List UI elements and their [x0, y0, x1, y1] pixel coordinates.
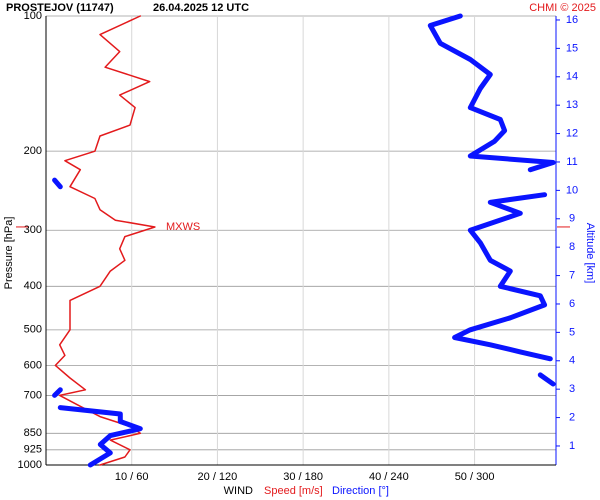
y2-tick-label: 13 — [566, 99, 578, 111]
y2-tick-label: 5 — [569, 326, 575, 338]
annotation: MXWS — [166, 221, 200, 233]
y2-tick-label: 3 — [569, 383, 575, 395]
y-tick-label: 200 — [24, 145, 42, 157]
chart-subtitle: 26.04.2025 12 UTC — [153, 2, 249, 14]
y2-tick-label: 14 — [566, 71, 578, 83]
y-tick-label: 700 — [24, 389, 42, 401]
profile-line — [52, 13, 556, 468]
legend-entry: Direction [°] — [332, 485, 389, 497]
y-tick-label: 600 — [24, 359, 42, 371]
x-axis-label: WIND — [224, 485, 253, 497]
y2-tick-label: 12 — [566, 127, 578, 139]
y2-tick-label: 10 — [566, 184, 578, 196]
x-tick-label: 10 / 60 — [115, 471, 149, 483]
source: CHMI © 2025 — [529, 2, 596, 14]
y2-tick-label: 7 — [569, 269, 575, 281]
y2-tick-label: 9 — [569, 213, 575, 225]
y-tick-label: 500 — [24, 324, 42, 336]
y-tick-label: 300 — [24, 224, 42, 236]
y2-axis-label: Altitude [km] — [584, 223, 596, 284]
y-tick-label: 400 — [24, 280, 42, 292]
y2-tick-label: 16 — [566, 14, 578, 26]
profile-line — [54, 15, 156, 466]
y2-tick-label: 1 — [569, 440, 575, 452]
x-tick-label: 50 / 300 — [455, 471, 495, 483]
y2-tick-label: 11 — [566, 156, 577, 168]
y-tick-label: 100 — [24, 10, 42, 22]
y-axis-label: Pressure [hPa] — [3, 217, 15, 290]
y-tick-label: 1000 — [18, 459, 42, 471]
x-tick-label: 40 / 240 — [369, 471, 409, 483]
legend-entry: Speed [m/s] — [264, 485, 323, 497]
y2-tick-label: 6 — [569, 298, 575, 310]
y-tick-label: 850 — [24, 427, 42, 439]
chart-title: PROSTEJOV (11747) — [6, 2, 114, 14]
x-tick-label: 20 / 120 — [198, 471, 238, 483]
y2-tick-label: 15 — [566, 42, 578, 54]
y2-tick-label: 4 — [569, 355, 575, 367]
y2-tick-label: 8 — [569, 241, 575, 253]
x-tick-label: 30 / 180 — [283, 471, 323, 483]
y-tick-label: 925 — [24, 444, 42, 456]
y2-tick-label: 2 — [569, 411, 575, 423]
